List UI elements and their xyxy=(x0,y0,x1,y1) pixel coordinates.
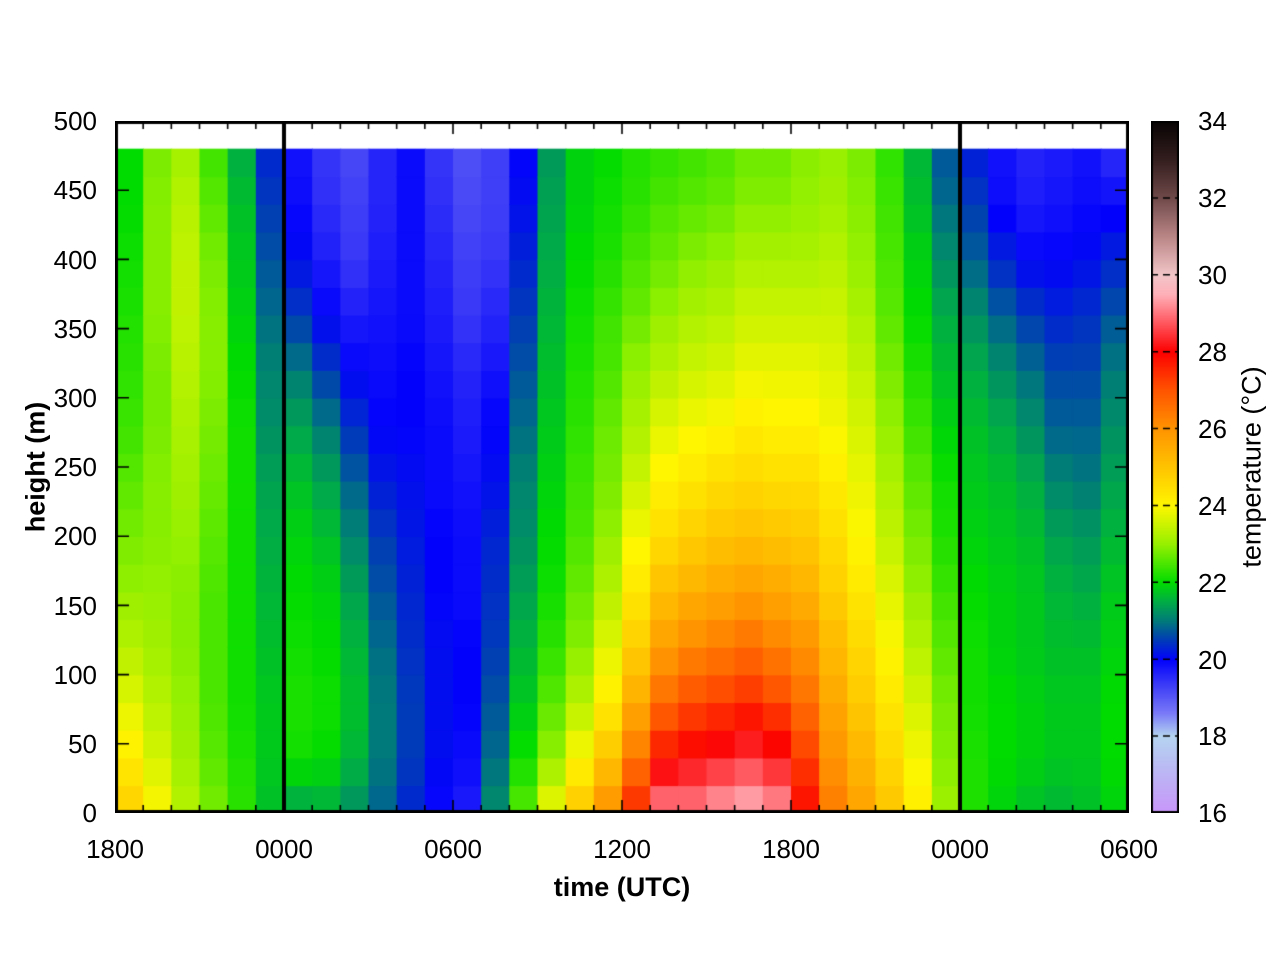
y-tick-label: 250 xyxy=(53,452,97,482)
x-tick-label: 0600 xyxy=(1100,834,1158,864)
x-tick-label: 1200 xyxy=(593,834,651,864)
x-tick-label: 0000 xyxy=(255,834,313,864)
colorbar-tick-label: 16 xyxy=(1198,798,1227,828)
y-tick-label: 200 xyxy=(53,521,97,551)
y-tick-label: 50 xyxy=(68,729,97,759)
x-tick-label: 1800 xyxy=(86,834,144,864)
x-tick-label: 0000 xyxy=(931,834,989,864)
colorbar-tick-label: 20 xyxy=(1198,645,1227,675)
colorbar-tick-label: 24 xyxy=(1198,491,1227,521)
y-tick-label: 350 xyxy=(53,314,97,344)
x-tick-label: 1800 xyxy=(762,834,820,864)
y-tick-label: 100 xyxy=(53,660,97,690)
y-tick-label: 400 xyxy=(53,245,97,275)
colorbar-title: temperature (°C) xyxy=(1236,366,1267,568)
heatmap-canvas xyxy=(115,121,1129,813)
y-tick-label: 300 xyxy=(53,383,97,413)
colorbar-tick-label: 22 xyxy=(1198,568,1227,598)
colorbar-tick-label: 26 xyxy=(1198,414,1227,444)
colorbar-tick-label: 18 xyxy=(1198,721,1227,751)
y-axis-title: height (m) xyxy=(20,401,51,533)
colorbar-tick-label: 32 xyxy=(1198,183,1227,213)
y-tick-label: 0 xyxy=(82,798,97,828)
y-tick-label: 150 xyxy=(53,591,97,621)
colorbar-tick-label: 34 xyxy=(1198,106,1227,136)
colorbar-canvas xyxy=(1151,121,1179,813)
colorbar-tick-label: 30 xyxy=(1198,260,1227,290)
x-axis-title: time (UTC) xyxy=(553,872,691,902)
y-tick-label: 450 xyxy=(53,175,97,205)
y-tick-label: 500 xyxy=(53,106,97,136)
x-tick-label: 0600 xyxy=(424,834,482,864)
colorbar-tick-label: 28 xyxy=(1198,337,1227,367)
